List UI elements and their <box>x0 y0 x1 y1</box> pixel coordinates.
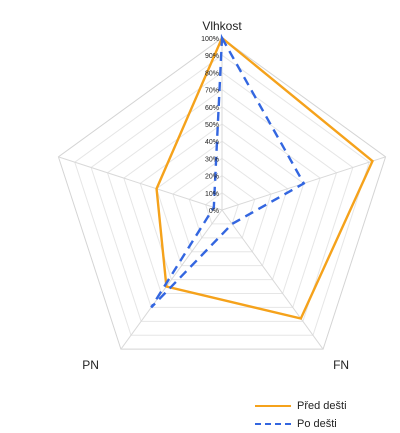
grid-ring-4 <box>155 140 289 267</box>
grid-ring-1 <box>205 192 239 225</box>
grid-ring-8 <box>90 71 354 322</box>
axis-line-4 <box>58 156 223 211</box>
grid-ring-3 <box>172 157 272 253</box>
category-label-2: FN <box>333 358 349 372</box>
grid-ring-7 <box>106 88 338 308</box>
radar-series <box>150 33 374 320</box>
tick-label-3: 30% <box>205 156 219 163</box>
radar-axes <box>58 38 386 350</box>
grid-ring-6 <box>123 106 321 294</box>
radar-grid <box>57 37 387 350</box>
legend-item-po-desti: Po dešti <box>255 415 347 433</box>
radial-tick-labels: 0% 10% 20% 30% 40% 50% 60% 70% 80% 90% 100% <box>201 36 219 215</box>
legend-item-pred-desti: Před dešti <box>255 397 347 415</box>
grid-ring-10 <box>57 37 387 350</box>
grid-ring-5 <box>139 123 305 281</box>
tick-label-9: 90% <box>205 53 219 60</box>
legend-swatch-po-desti <box>255 423 291 425</box>
category-label-3: PN <box>82 358 99 372</box>
tick-label-7: 70% <box>205 88 219 95</box>
category-label-0: Vlhkost <box>202 19 242 33</box>
tick-label-8: 80% <box>205 70 219 77</box>
tick-label-2: 20% <box>205 174 219 181</box>
legend-label-pred-desti: Před dešti <box>297 400 347 412</box>
tick-label-5: 50% <box>205 122 219 129</box>
legend-swatch-pred-desti <box>255 405 291 407</box>
category-labels: VlhkostOHFNPNČSN 100 % <box>82 19 349 372</box>
legend: Před dešti Po dešti <box>255 397 347 433</box>
series-line-1 <box>150 33 306 309</box>
axis-line-3 <box>120 209 223 350</box>
grid-ring-9 <box>74 54 370 336</box>
tick-label-4: 40% <box>205 139 219 146</box>
series-line-0 <box>155 36 374 320</box>
tick-label-10: 100% <box>201 36 219 43</box>
axis-line-2 <box>221 209 324 350</box>
grid-ring-2 <box>188 174 256 239</box>
tick-label-6: 60% <box>205 105 219 112</box>
tick-label-1: 10% <box>205 191 219 198</box>
tick-label-0: 0% <box>209 208 219 215</box>
legend-label-po-desti: Po dešti <box>297 418 337 430</box>
